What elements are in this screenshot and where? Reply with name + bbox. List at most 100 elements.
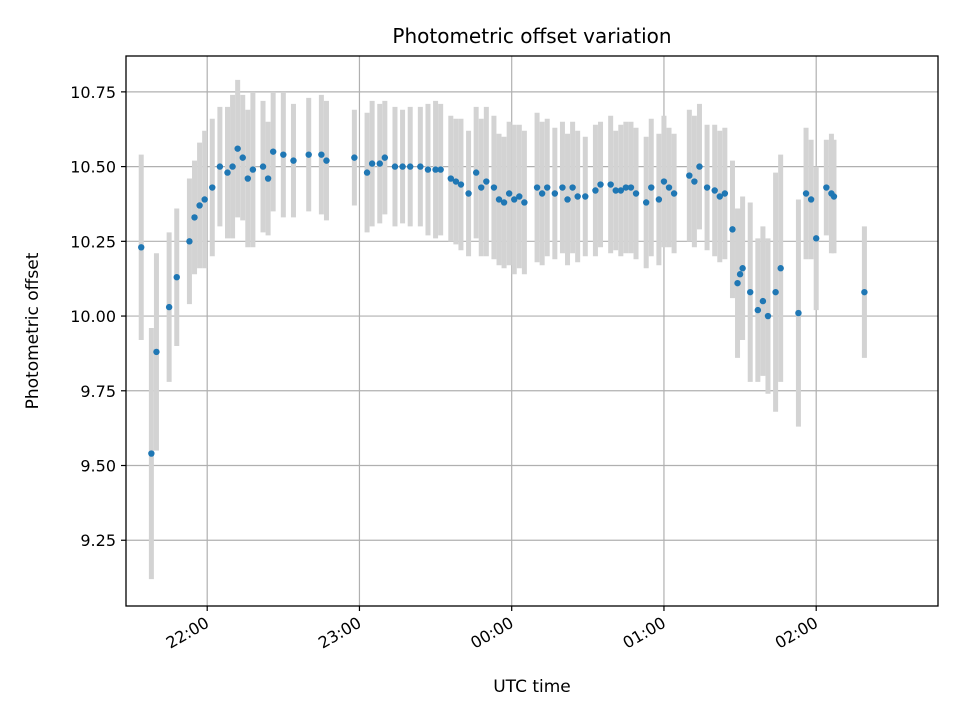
data-point [574, 193, 581, 200]
data-point [734, 279, 741, 287]
data-point [196, 202, 203, 209]
data-point [165, 303, 173, 311]
data-point [234, 145, 241, 152]
data-point [363, 169, 371, 176]
data-point [612, 187, 619, 194]
y-tick-label: 10.50 [70, 158, 116, 177]
chart-title: Photometric offset variation [392, 24, 671, 48]
data-point [703, 184, 711, 191]
data-point [239, 154, 246, 161]
data-point [655, 196, 663, 203]
data-point [323, 157, 330, 164]
data-point [148, 450, 155, 457]
data-point [290, 157, 297, 164]
data-point [465, 190, 472, 197]
data-point [861, 288, 868, 296]
data-point [736, 271, 744, 278]
data-point [533, 184, 541, 191]
data-point [686, 172, 693, 179]
y-axis: 9.25 9.50 9.75 10.00 10.25 10.50 10.75 [70, 83, 126, 550]
data-point [216, 163, 224, 170]
data-point [660, 178, 668, 185]
data-point [772, 288, 779, 296]
data-point [457, 181, 465, 188]
data-point [764, 312, 772, 320]
data-point [259, 163, 267, 170]
plot-frame [125, 55, 939, 607]
data-point [739, 265, 746, 272]
data-point [201, 196, 208, 203]
data-point [483, 178, 490, 185]
data-point [747, 288, 754, 296]
data-point [264, 175, 272, 182]
data-point [564, 196, 571, 203]
data-point [495, 196, 503, 203]
data-point [648, 184, 655, 191]
data-point [209, 184, 216, 191]
data-point [407, 163, 414, 170]
data-point [592, 187, 599, 194]
data-point [759, 297, 767, 305]
data-point [597, 181, 604, 188]
data-point [351, 154, 358, 161]
data-point [807, 196, 815, 203]
data-point [516, 193, 523, 200]
data-point [432, 166, 439, 173]
data-point [305, 151, 312, 158]
data-point [244, 175, 251, 182]
data-point [721, 190, 729, 197]
data-point [500, 199, 508, 206]
grid-layer [126, 56, 938, 606]
data-point [538, 190, 546, 197]
data-point [632, 190, 640, 197]
data-point [569, 184, 576, 191]
data-point [229, 163, 236, 170]
data-point [670, 190, 678, 197]
data-point [368, 160, 376, 167]
data-point [617, 187, 625, 194]
data-point [472, 169, 480, 176]
data-point [795, 309, 802, 317]
data-point [437, 166, 444, 173]
data-point [607, 181, 614, 188]
data-point [417, 163, 424, 170]
data-point [754, 306, 762, 314]
data-point [447, 175, 454, 182]
data-point [511, 196, 518, 203]
data-point [478, 184, 485, 191]
data-point [381, 154, 389, 161]
data-point [521, 199, 528, 206]
y-tick-label: 10.75 [70, 83, 116, 102]
y-tick-label: 9.75 [80, 382, 116, 401]
x-axis-label: UTC time [493, 677, 571, 697]
data-point [559, 184, 566, 191]
data-point [691, 178, 698, 185]
data-point [711, 187, 718, 194]
data-point [269, 148, 277, 155]
y-axis-label: Photometric offset [23, 252, 43, 409]
data-point [622, 184, 630, 191]
y-tick-label: 9.50 [80, 457, 116, 476]
data-point [399, 163, 406, 170]
data-point [696, 163, 703, 170]
data-point [391, 163, 399, 170]
data-point [452, 178, 460, 185]
data-point [729, 226, 736, 233]
data-point [191, 214, 198, 221]
data-point [582, 193, 589, 200]
data-point [830, 193, 838, 200]
data-point [424, 166, 432, 173]
data-point [823, 184, 830, 191]
data-point [280, 151, 287, 158]
points-layer [138, 145, 868, 457]
data-point [627, 184, 635, 191]
data-point [138, 244, 145, 251]
y-tick-label: 9.25 [80, 531, 116, 550]
data-point [376, 160, 383, 167]
data-point [173, 273, 180, 281]
data-point [318, 151, 325, 158]
data-point [665, 184, 673, 191]
data-point [490, 184, 498, 191]
data-point [224, 169, 231, 176]
